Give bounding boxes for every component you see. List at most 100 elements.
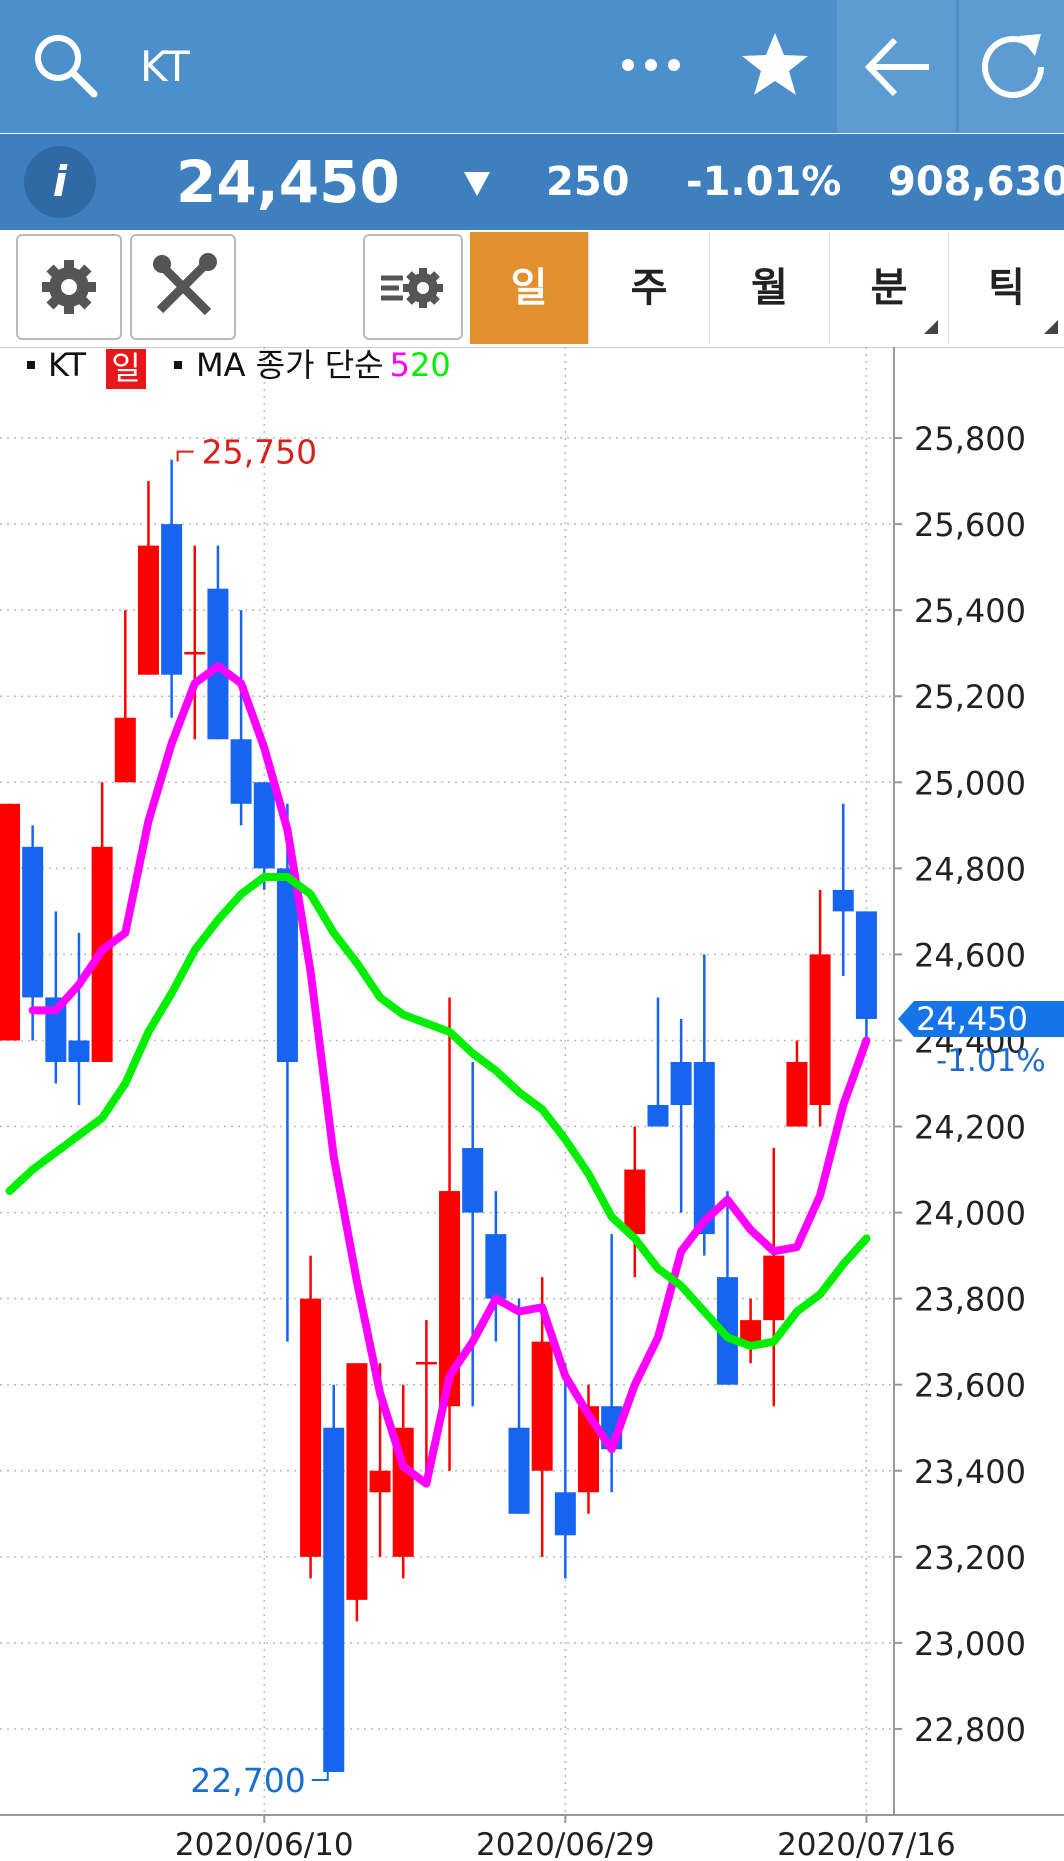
back-button[interactable]	[837, 0, 956, 133]
candle-body	[22, 846, 44, 998]
tab-menu-mark	[1044, 320, 1058, 334]
x-tick-label: 2020/06/10	[175, 1827, 354, 1861]
candle	[415, 1320, 437, 1471]
candle-body	[716, 1277, 738, 1385]
favorite-icon[interactable]	[740, 30, 810, 100]
ma-line	[28, 662, 871, 1488]
refresh-button[interactable]	[959, 0, 1064, 133]
candle-body	[786, 1061, 808, 1127]
candle-body	[462, 1148, 484, 1213]
candle	[462, 1061, 484, 1407]
candle	[531, 1277, 553, 1557]
y-tick-label: 23,200	[914, 1539, 1026, 1577]
search-icon[interactable]	[30, 30, 102, 102]
ma-line	[5, 872, 871, 1350]
candle	[392, 1384, 414, 1579]
candle-body	[832, 889, 854, 912]
high-label: 25,750	[202, 433, 317, 472]
candle-body	[230, 739, 252, 804]
y-tick-label: 22,800	[914, 1711, 1026, 1749]
top-bar: KT	[0, 0, 1064, 133]
candle	[855, 911, 877, 1041]
y-tick-label: 25,200	[914, 678, 1026, 716]
y-tick-label: 23,800	[914, 1281, 1026, 1319]
candle	[300, 1255, 322, 1579]
more-icon[interactable]	[618, 50, 688, 80]
tab-day[interactable]: 일	[470, 232, 588, 344]
legend-ma: MA 종가 단순 520	[196, 347, 451, 384]
legend-badge-bg	[106, 349, 146, 389]
candle-body	[740, 1320, 762, 1342]
x-tick-label: 2020/06/29	[476, 1827, 655, 1861]
down-arrow	[464, 172, 490, 196]
candle	[716, 1191, 738, 1385]
candle-body	[693, 1061, 715, 1235]
candle-body	[439, 1191, 461, 1407]
candle	[230, 610, 252, 826]
candle-body	[137, 545, 159, 675]
last-price-tag	[898, 1000, 1064, 1037]
legend-marker	[174, 361, 182, 369]
legend-badge: 일	[111, 349, 140, 387]
y-tick-label: 23,400	[914, 1453, 1026, 1491]
info-icon[interactable]: i	[22, 144, 98, 220]
legend-name: KT	[48, 347, 87, 384]
low-marker	[311, 1769, 329, 1781]
y-tick-label: 25,400	[914, 592, 1026, 630]
tab-month[interactable]: 월	[709, 232, 829, 344]
indicator-button[interactable]	[363, 234, 463, 340]
candle-body	[763, 1255, 785, 1321]
candle-body	[184, 651, 206, 655]
candle	[91, 782, 113, 1062]
candle	[276, 803, 298, 1342]
candle	[184, 545, 206, 740]
candle-body	[508, 1427, 530, 1514]
change: 250	[546, 159, 630, 205]
candle-body	[323, 1427, 345, 1772]
candle	[508, 1298, 530, 1514]
y-tick-label: 25,800	[914, 420, 1026, 458]
candle	[809, 889, 831, 1127]
y-tick-label: 25,600	[914, 506, 1026, 544]
candle	[346, 1363, 368, 1622]
tab-tick[interactable]: 틱	[948, 232, 1064, 344]
candle-body	[855, 911, 877, 1019]
volume: 908,630	[888, 159, 1064, 205]
search-text[interactable]: KT	[140, 42, 190, 91]
refresh-icon	[982, 34, 1044, 98]
candle-body	[276, 868, 298, 1062]
tab-week[interactable]: 주	[588, 232, 709, 344]
candle-body	[161, 524, 183, 675]
legend-entry: 20	[410, 347, 451, 384]
svg-text:i: i	[53, 157, 68, 206]
tools-icon	[153, 253, 217, 316]
high-marker	[176, 450, 194, 462]
indicator-icon	[381, 268, 443, 308]
legend-entry: 5	[390, 347, 410, 384]
settings-button[interactable]	[16, 234, 122, 340]
candle	[0, 803, 20, 1041]
chart: 22,800 23,000 23,200 23,400 23,600 23,800 24,0…	[0, 347, 1064, 1861]
change-pct: -1.01%	[686, 159, 842, 205]
candle-body	[531, 1341, 553, 1471]
low-label: 22,700	[190, 1761, 305, 1800]
candle	[161, 459, 183, 718]
candle-body	[809, 954, 831, 1106]
candle	[207, 545, 229, 740]
quote-bar: i 24,450 250 -1.01% 908,630	[0, 134, 1064, 230]
candle	[68, 932, 90, 1106]
candle	[832, 803, 854, 976]
candle	[323, 1384, 345, 1772]
candle	[253, 782, 275, 890]
tab-minute[interactable]: 분	[829, 232, 948, 344]
change-label: -1.01%	[936, 1043, 1046, 1079]
candle	[693, 954, 715, 1256]
price: 24,450	[176, 148, 400, 216]
y-tick-label: 24,000	[914, 1195, 1026, 1233]
y-tick-label: 23,000	[914, 1625, 1026, 1663]
candle-body	[647, 1105, 669, 1127]
x-tick-label: 2020/07/16	[777, 1827, 956, 1861]
tools-button[interactable]	[130, 234, 236, 340]
candle	[137, 481, 159, 675]
